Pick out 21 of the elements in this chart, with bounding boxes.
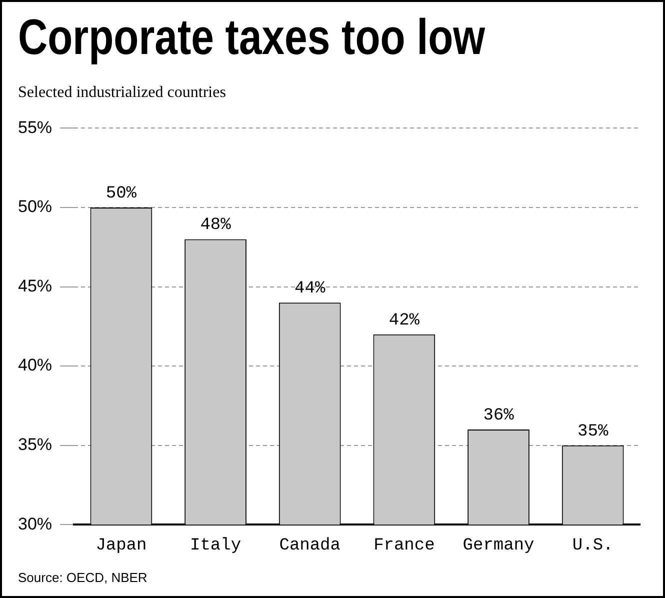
x-tick-label: Japan bbox=[96, 536, 147, 556]
data-label: 48% bbox=[200, 216, 232, 236]
data-label: 42% bbox=[388, 311, 420, 330]
y-tick-label: 30% bbox=[18, 514, 52, 534]
y-tick-label: 35% bbox=[18, 435, 52, 454]
y-tick-label: 50% bbox=[18, 197, 52, 216]
x-tick-label: U.S. bbox=[572, 536, 614, 556]
data-label: 36% bbox=[483, 406, 515, 426]
y-tick-label: 55% bbox=[18, 118, 52, 137]
y-tick-label: 40% bbox=[18, 356, 52, 375]
x-tick-label: Canada bbox=[279, 536, 340, 556]
chart-subtitle: Selected industrialized countries bbox=[18, 84, 226, 102]
y-tick-label: 45% bbox=[18, 276, 52, 296]
x-tick-label: France bbox=[374, 536, 435, 556]
data-label: 44% bbox=[294, 280, 326, 299]
x-tick-label: Germany bbox=[462, 536, 534, 556]
x-tick-label: Italy bbox=[190, 536, 242, 556]
data-label: 50% bbox=[106, 184, 138, 204]
data-label: 35% bbox=[578, 422, 609, 442]
source-note: Source: OECD, NBER bbox=[18, 570, 148, 585]
chart-title: Corporate taxes too low bbox=[18, 8, 486, 66]
